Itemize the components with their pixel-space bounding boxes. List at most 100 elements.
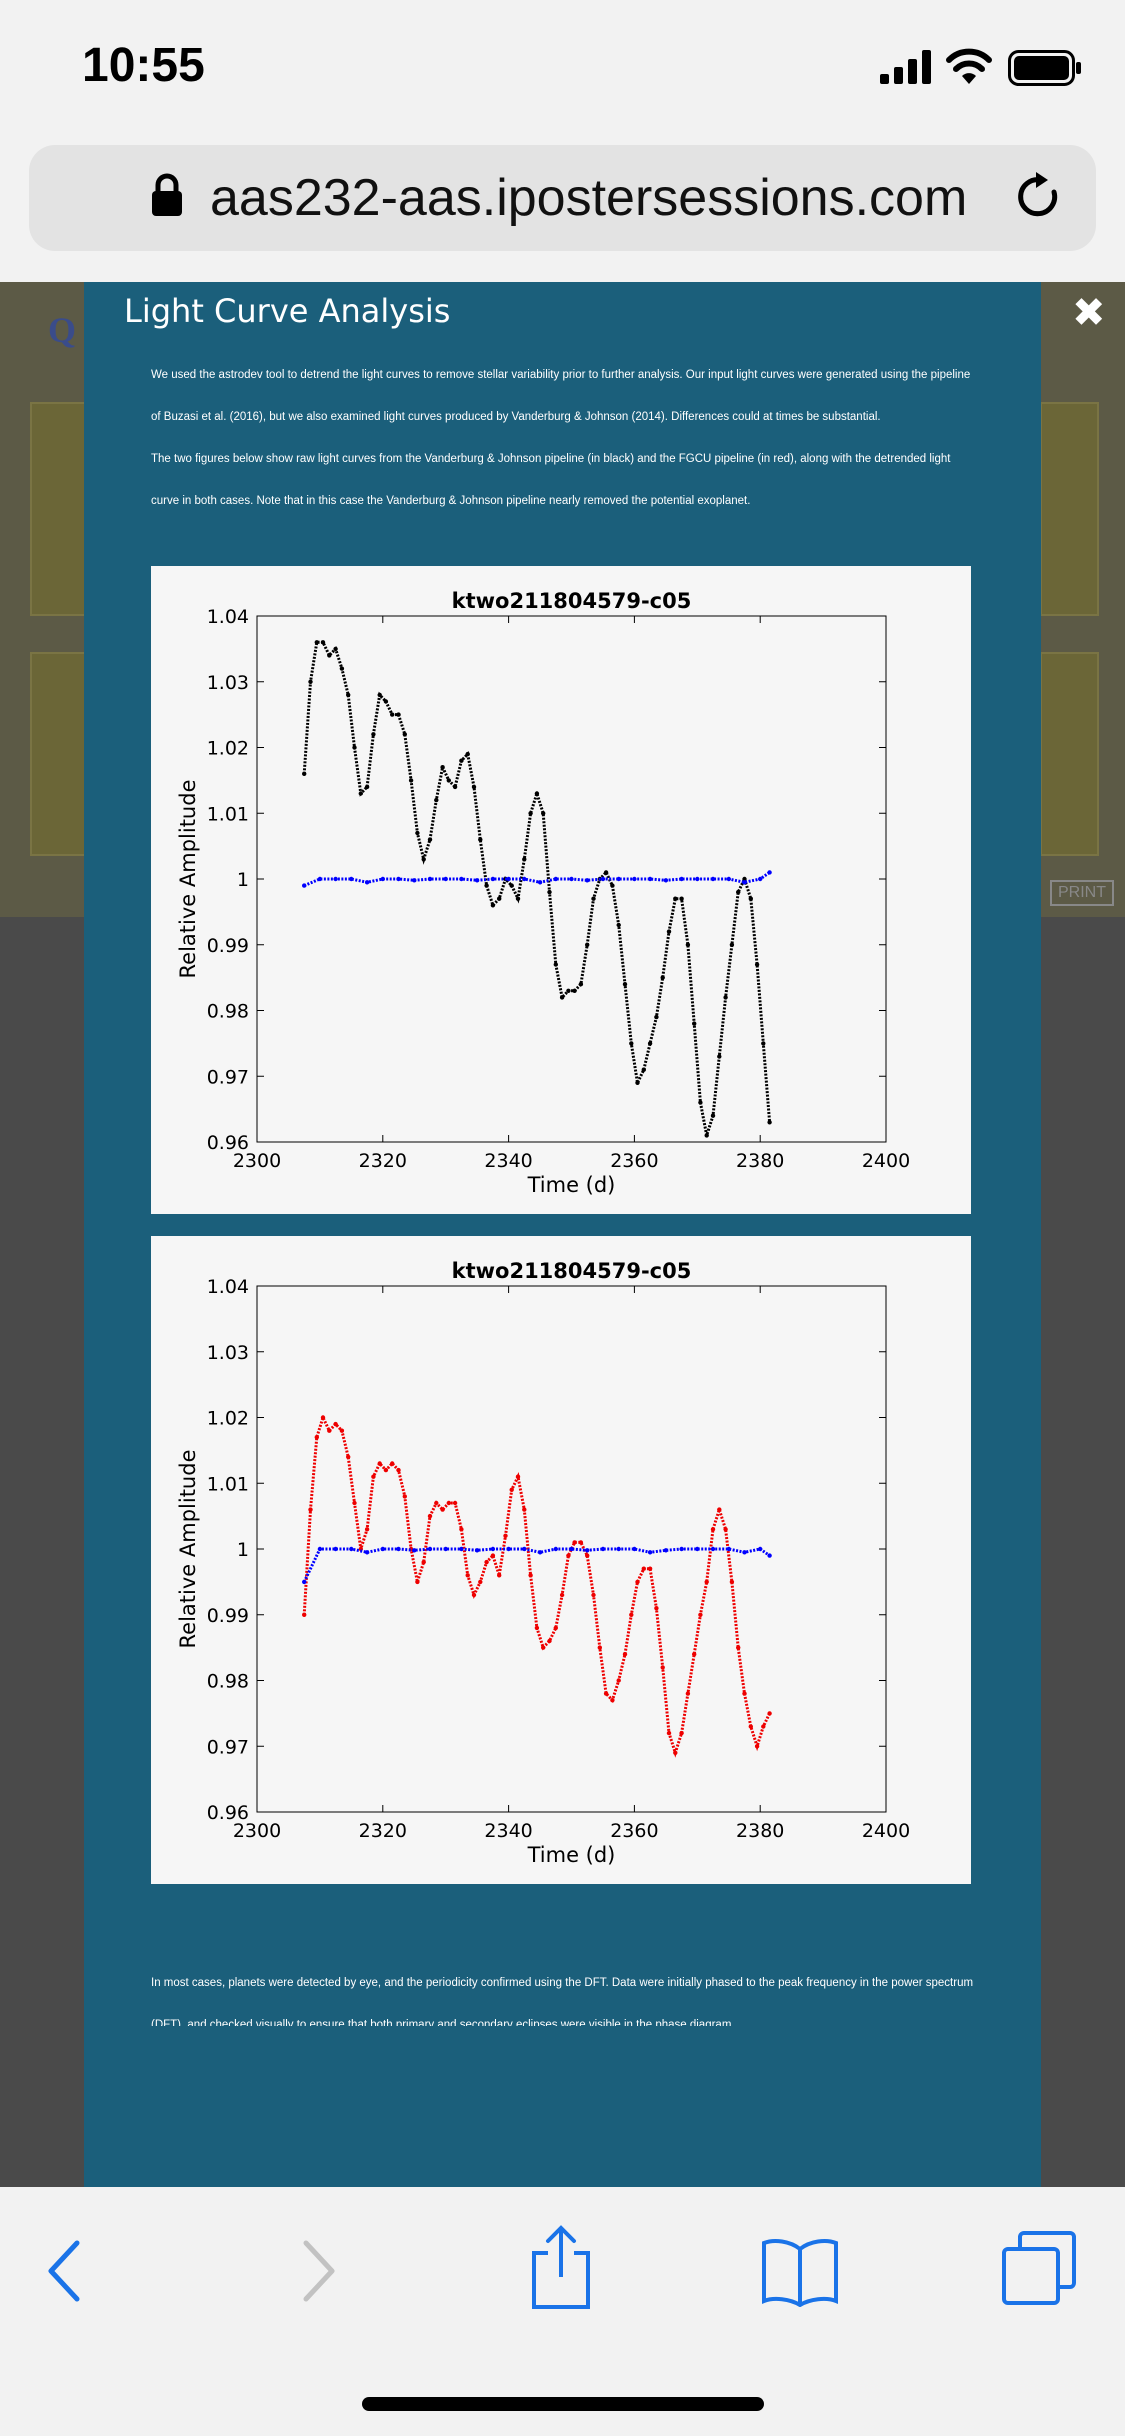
x-tick-label: 2380 [736, 1150, 784, 1172]
bookmarks-icon[interactable] [760, 2235, 840, 2307]
data-point [380, 1546, 385, 1552]
data-point [704, 1133, 709, 1138]
university-logo: Q [30, 302, 90, 397]
data-point [333, 646, 338, 652]
data-point [767, 870, 772, 875]
data-point [371, 732, 376, 737]
data-point [600, 1546, 606, 1552]
data-point [698, 1612, 703, 1617]
data-point [654, 1014, 659, 1020]
data-point [616, 922, 621, 928]
data-point [566, 988, 571, 993]
data-point [717, 1507, 722, 1512]
address-bar[interactable] [29, 145, 1096, 251]
data-point [569, 1546, 574, 1552]
data-point [559, 995, 565, 1000]
chart-figure-2: ktwo211804579-c05 2300 2320 2340 2360 2380 240… [151, 1236, 971, 1884]
print-button[interactable]: PRINT [1050, 880, 1114, 906]
data-point [427, 1546, 433, 1552]
data-point [754, 962, 760, 967]
data-point [603, 1691, 609, 1696]
data-point [710, 1546, 716, 1552]
url-text[interactable]: aas232-aas.ipostersessions.com [210, 169, 968, 227]
data-point [585, 1553, 590, 1558]
data-point [641, 1566, 646, 1571]
data-point [647, 1550, 653, 1555]
tabs-icon[interactable] [1000, 2229, 1080, 2309]
browser-toolbar [0, 2187, 1125, 2436]
data-point [434, 797, 439, 803]
data-point [673, 896, 678, 901]
y-tick-label: 1.01 [207, 1473, 249, 1495]
light-curve-chart-red: ktwo211804579-c05 2300 2320 2340 2360 2380 240… [151, 1236, 971, 1884]
data-point [660, 975, 665, 980]
data-point [371, 1474, 376, 1479]
data-point [679, 1546, 684, 1552]
data-point [408, 778, 414, 783]
data-point [459, 1546, 464, 1552]
data-point [569, 876, 574, 882]
data-point [490, 876, 496, 882]
y-axis-label: Relative Amplitude [176, 1450, 200, 1649]
data-point [471, 784, 477, 790]
data-point [327, 1428, 332, 1433]
data-point [509, 1487, 514, 1492]
data-point [471, 1592, 477, 1598]
x-tick-label: 2400 [862, 1150, 910, 1172]
modal-dialog: Light Curve Analysis We used the astrode… [84, 282, 1041, 2187]
data-point [729, 1579, 735, 1585]
data-point [320, 1415, 326, 1420]
data-point [578, 1540, 584, 1545]
data-series-0 [302, 640, 772, 1138]
data-point [572, 1540, 577, 1545]
poster-panel-right-top [1040, 402, 1099, 616]
data-point [710, 1113, 716, 1118]
data-point [308, 679, 313, 684]
data-point [742, 1691, 747, 1696]
cellular-signal-icon [880, 50, 931, 84]
y-tick-label: 1 [237, 1539, 249, 1561]
data-point [396, 1546, 401, 1552]
close-icon[interactable]: ✖ [1072, 290, 1106, 336]
y-tick-label: 1.02 [207, 1408, 249, 1430]
intro-paragraph: The two figures below show raw light cur… [151, 453, 951, 507]
data-point [339, 1428, 345, 1433]
data-point [377, 1461, 382, 1466]
data-point [698, 1100, 703, 1105]
data-point [726, 876, 731, 882]
reload-icon[interactable] [1014, 170, 1064, 226]
data-point [761, 1724, 766, 1729]
data-point [566, 1553, 571, 1558]
back-icon[interactable] [45, 2239, 85, 2303]
data-point [578, 982, 584, 987]
data-point [742, 880, 747, 885]
data-point [585, 942, 590, 947]
data-point [474, 878, 480, 883]
data-point [333, 1421, 338, 1427]
data-point [346, 692, 351, 698]
chart-figure-1: ktwo211804579-c05 2300 2320 2340 2360 2380 240… [151, 566, 971, 1214]
y-tick-label: 1.02 [207, 738, 249, 760]
data-point [673, 1750, 678, 1755]
data-point [553, 876, 558, 882]
data-point [666, 1730, 672, 1736]
data-point [327, 653, 332, 658]
data-point [679, 896, 684, 901]
x-tick-label: 2380 [736, 1820, 784, 1842]
status-bar: 10:55 [0, 0, 1125, 140]
data-point [452, 784, 458, 790]
data-point [320, 640, 326, 645]
data-point [474, 1548, 480, 1553]
status-time: 10:55 [82, 39, 205, 92]
data-point [506, 876, 511, 882]
y-tick-label: 1 [237, 869, 249, 891]
forward-icon[interactable] [298, 2239, 338, 2303]
data-point [421, 857, 426, 862]
share-icon[interactable] [528, 2225, 594, 2311]
data-point [522, 857, 527, 862]
data-point [647, 1566, 653, 1571]
data-point [515, 1474, 521, 1479]
data-point [317, 1546, 323, 1552]
data-point [509, 883, 514, 888]
data-point [497, 1573, 502, 1578]
